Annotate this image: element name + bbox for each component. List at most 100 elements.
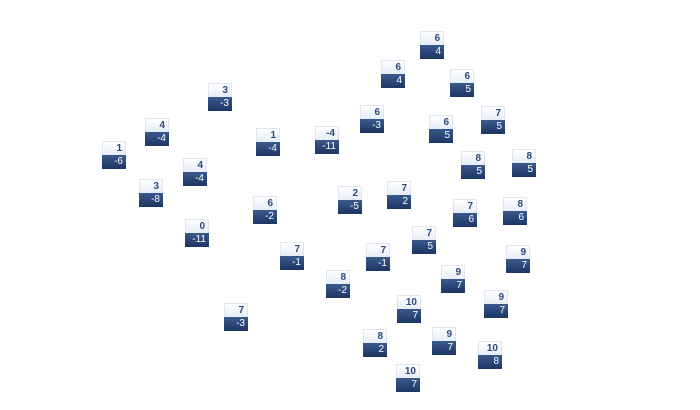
tile-bottom-value: 5 [450,83,474,97]
tile-bottom-value: 5 [429,129,453,143]
tile-top-value: 6 [253,196,277,210]
tile-bottom-value: 5 [412,240,436,254]
tile-top-value: 3 [139,179,163,193]
tile[interactable]: 10 8 [478,341,502,369]
tile[interactable]: 3 -8 [139,179,163,207]
tile-top-value: 8 [503,197,527,211]
tile[interactable]: 4 -4 [183,158,207,186]
tile-bottom-value: 2 [387,195,411,209]
tile[interactable]: 4 -4 [145,118,169,146]
tile[interactable]: 3 -3 [208,83,232,111]
tile-bottom-value: 5 [461,165,485,179]
tile-bottom-value: -1 [366,257,390,271]
tile-top-value: 6 [381,60,405,74]
tile-bottom-value: -1 [280,256,304,270]
tile-bottom-value: 7 [441,279,465,293]
tile-bottom-value: -2 [326,284,350,298]
tile-bottom-value: 5 [512,163,536,177]
tile-top-value: 9 [506,245,530,259]
tile-top-value: 7 [481,106,505,120]
tile-top-value: 1 [102,141,126,155]
tile[interactable]: 7 -3 [224,303,248,331]
tile-top-value: 7 [412,226,436,240]
tile-top-value: -4 [315,126,339,140]
tile[interactable]: 7 -1 [280,242,304,270]
tile-bottom-value: 5 [481,120,505,134]
tile[interactable]: 6 -3 [360,105,384,133]
tile-top-value: 7 [224,303,248,317]
tile[interactable]: 1 -4 [256,128,280,156]
tile-bottom-value: 7 [396,378,420,392]
tile-top-value: 8 [512,149,536,163]
tile-top-value: 3 [208,83,232,97]
tile-top-value: 7 [280,242,304,256]
tile-bottom-value: -2 [253,210,277,224]
tile[interactable]: 8 -2 [326,270,350,298]
tile-top-value: 8 [363,329,387,343]
tile-top-value: 8 [326,270,350,284]
tile-top-value: 6 [360,105,384,119]
tile-bottom-value: -3 [360,119,384,133]
tile[interactable]: 6 -2 [253,196,277,224]
tile[interactable]: 10 7 [397,295,421,323]
tile-bottom-value: 7 [484,304,508,318]
tile-top-value: 6 [420,31,444,45]
tile-top-value: 7 [366,243,390,257]
tile-bottom-value: -5 [338,200,362,214]
tile-bottom-value: -11 [185,233,209,247]
tile-top-value: 8 [461,151,485,165]
tile-bottom-value: -3 [224,317,248,331]
tile-bottom-value: -4 [256,142,280,156]
tile-top-value: 6 [429,115,453,129]
tile-top-value: 0 [185,219,209,233]
tile-bottom-value: -4 [145,132,169,146]
tile[interactable]: -4 -11 [315,126,339,154]
tile-top-value: 7 [453,199,477,213]
tile[interactable]: 10 7 [396,364,420,392]
tile[interactable]: 0 -11 [185,219,209,247]
tile-top-value: 4 [183,158,207,172]
tile-top-value: 7 [387,181,411,195]
tile-bottom-value: -6 [102,155,126,169]
tile-bottom-value: 4 [420,45,444,59]
tile-top-value: 1 [256,128,280,142]
tile-top-value: 10 [396,364,420,378]
tile-bottom-value: 4 [381,74,405,88]
tile[interactable]: 1 -6 [102,141,126,169]
tile[interactable]: 2 -5 [338,186,362,214]
tile-bottom-value: -4 [183,172,207,186]
tile-bottom-value: -8 [139,193,163,207]
tile-top-value: 6 [450,69,474,83]
tile-top-value: 10 [478,341,502,355]
tile-top-value: 9 [441,265,465,279]
tile-top-value: 4 [145,118,169,132]
tile-bottom-value: 8 [478,355,502,369]
tile-top-value: 9 [432,327,456,341]
tile-bottom-value: 7 [432,341,456,355]
tile-top-value: 9 [484,290,508,304]
tile-bottom-value: -11 [315,140,339,154]
tile-top-value: 10 [397,295,421,309]
tile[interactable]: 7 -1 [366,243,390,271]
tile-top-value: 2 [338,186,362,200]
tile-bottom-value: 7 [397,309,421,323]
tile-bottom-value: 7 [506,259,530,273]
tile-bottom-value: 2 [363,343,387,357]
tile-bottom-value: 6 [503,211,527,225]
